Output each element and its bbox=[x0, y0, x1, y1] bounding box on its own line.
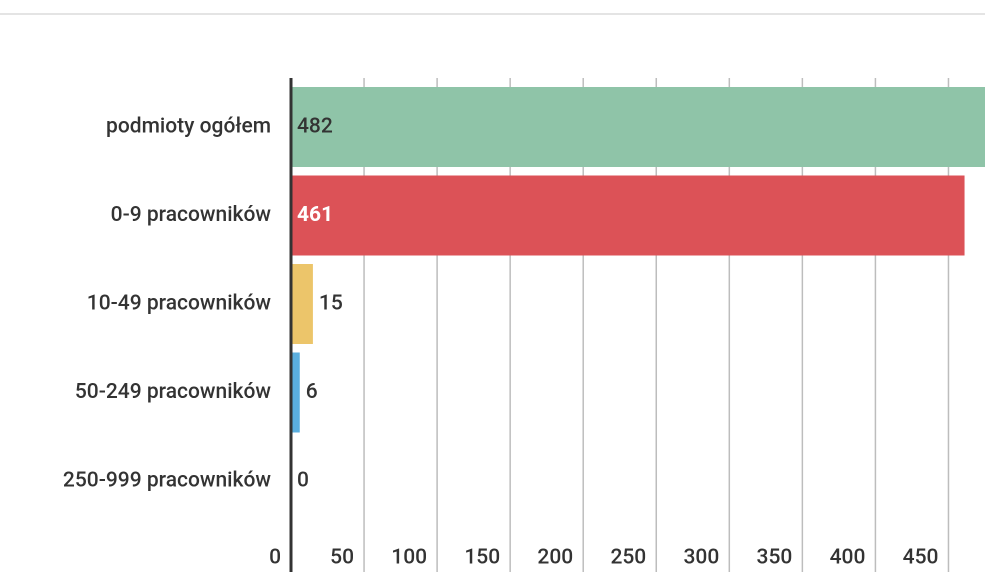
category-label: 250-999 pracowników bbox=[63, 469, 272, 493]
bar bbox=[291, 264, 313, 344]
x-tick-label: 0 bbox=[269, 546, 281, 570]
value-label: 6 bbox=[306, 380, 318, 404]
category-label: 10-49 pracowników bbox=[87, 292, 272, 316]
category-label: 50-249 pracowników bbox=[75, 380, 272, 404]
x-tick-label: 250 bbox=[610, 546, 646, 570]
bars bbox=[291, 87, 985, 433]
bar bbox=[291, 87, 985, 167]
category-label: podmioty ogółem bbox=[106, 115, 271, 139]
x-tick-label: 450 bbox=[903, 546, 939, 570]
value-label: 15 bbox=[319, 292, 343, 316]
x-tick-label: 100 bbox=[391, 546, 427, 570]
value-label: 461 bbox=[297, 203, 333, 227]
x-tick-label: 300 bbox=[684, 546, 720, 570]
x-tick-label: 350 bbox=[757, 546, 793, 570]
value-label: 482 bbox=[297, 115, 333, 139]
bar bbox=[291, 175, 965, 256]
category-label: 0-9 pracowników bbox=[111, 203, 272, 227]
value-label: 0 bbox=[297, 469, 309, 493]
x-tick-label: 50 bbox=[330, 546, 354, 570]
bar bbox=[291, 352, 300, 433]
x-tick-label: 200 bbox=[537, 546, 573, 570]
x-tick-label: 400 bbox=[830, 546, 866, 570]
x-tick-label: 150 bbox=[464, 546, 500, 570]
